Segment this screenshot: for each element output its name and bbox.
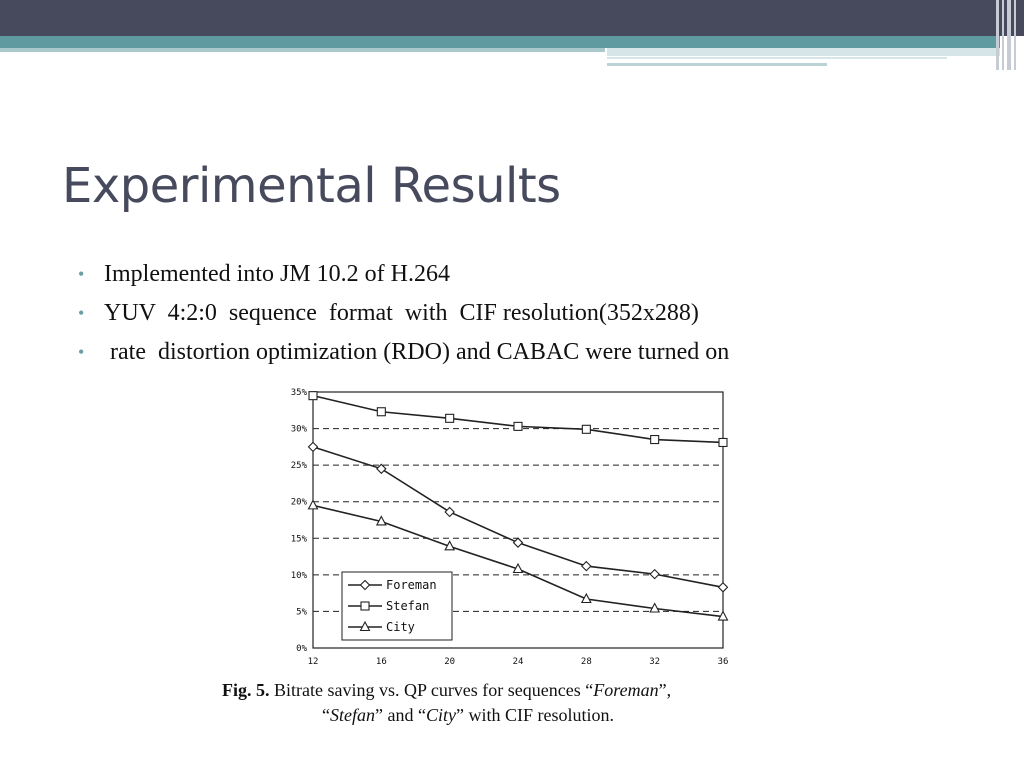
city-point: [375, 515, 387, 526]
decor-stripe: [1002, 0, 1004, 70]
stefan-point: [718, 437, 728, 448]
bullet-icon: •: [78, 303, 85, 323]
caption-text: Foreman: [593, 680, 659, 700]
bullet-item: • Implemented into JM 10.2 of H.264: [78, 257, 729, 296]
caption-text: Stefan: [330, 705, 375, 725]
legend-city-marker: [359, 620, 371, 632]
foreman-point: [512, 537, 524, 548]
x-tick-label: 32: [649, 657, 660, 667]
x-tick-label: 20: [444, 657, 455, 667]
caption-text: ”,: [658, 680, 672, 700]
x-tick-label: 12: [308, 657, 319, 667]
accent-line: [607, 63, 827, 66]
figure-caption: Fig. 5. Bitrate saving vs. QP curves for…: [222, 678, 802, 728]
stefan-line: [312, 394, 724, 444]
slide-title: Experimental Results: [62, 158, 561, 214]
city-point: [649, 602, 661, 613]
decor-stripe: [996, 0, 999, 70]
bullet-icon: •: [78, 264, 85, 284]
city-point: [307, 499, 319, 510]
caption-text: Bitrate saving vs. QP curves for sequenc…: [269, 680, 594, 700]
accent-line: [607, 57, 947, 59]
city-point: [444, 540, 456, 551]
decor-stripe: [1007, 0, 1011, 70]
x-tick-label: 36: [718, 657, 729, 667]
stefan-point: [445, 413, 455, 423]
foreman-point: [307, 441, 319, 453]
accent-block: [607, 48, 1000, 56]
caption-text: “: [322, 705, 330, 725]
y-tick-label: 10%: [291, 571, 308, 581]
stefan-point: [376, 407, 386, 417]
stefan-point: [650, 434, 660, 445]
legend-foreman-marker: [359, 579, 371, 591]
legend-city-label: City: [386, 620, 415, 634]
legend-foreman-label: Foreman: [386, 578, 437, 592]
x-tick-label: 16: [376, 657, 387, 667]
stefan-point: [308, 391, 318, 401]
y-tick-label: 30%: [291, 425, 308, 435]
foreman-point: [376, 463, 387, 475]
foreman-point: [444, 506, 455, 518]
plot-frame: [312, 391, 724, 649]
bullet-list: • Implemented into JM 10.2 of H.264 • YUV …: [78, 257, 729, 374]
stefan-point: [581, 424, 591, 434]
top-banner: [0, 0, 1024, 36]
y-tick-label: 35%: [291, 388, 308, 398]
city-point: [512, 562, 524, 574]
bullet-item: • rate distortion optimization (RDO) and…: [78, 335, 729, 374]
x-tick-label: 24: [513, 657, 524, 667]
legend-stefan-label: Stefan: [386, 599, 429, 613]
legend-stefan-marker: [360, 601, 370, 611]
decor-stripe: [1014, 0, 1016, 70]
caption-label: Fig. 5.: [222, 680, 270, 700]
caption-text: ” with CIF resolution.: [455, 705, 614, 725]
bullet-text: Implemented into JM 10.2 of H.264: [104, 261, 450, 287]
foreman-point: [649, 568, 660, 580]
foreman-point: [717, 582, 729, 593]
bullet-icon: •: [78, 342, 85, 362]
accent-band-light: [0, 48, 605, 52]
stefan-point: [513, 421, 523, 431]
bullet-item: • YUV 4:2:0 sequence format with CIF reso…: [78, 296, 729, 335]
y-tick-label: 0%: [296, 644, 307, 654]
caption-text: ” and “: [375, 705, 426, 725]
bullet-text: rate distortion optimization (RDO) and C…: [104, 339, 730, 365]
foreman-point: [581, 560, 592, 572]
x-tick-label: 28: [581, 657, 592, 667]
bitrate-saving-chart: 0% 5% 10% 15% 20% 25% 30% 35% 12 16 20 24 28 32 36 Fore…: [291, 388, 729, 667]
city-point: [717, 610, 729, 621]
city-point: [580, 592, 592, 604]
y-tick-label: 5%: [296, 607, 307, 617]
caption-line: “Stefan” and “City” with CIF resolution.: [222, 703, 802, 728]
y-tick-label: 25%: [291, 461, 308, 471]
y-tick-label: 15%: [291, 534, 308, 544]
y-tick-label: 20%: [291, 498, 308, 508]
caption-text: City: [425, 705, 456, 725]
accent-band: [0, 36, 1000, 48]
bullet-text: YUV 4:2:0 sequence format with CIF resol…: [104, 300, 699, 326]
